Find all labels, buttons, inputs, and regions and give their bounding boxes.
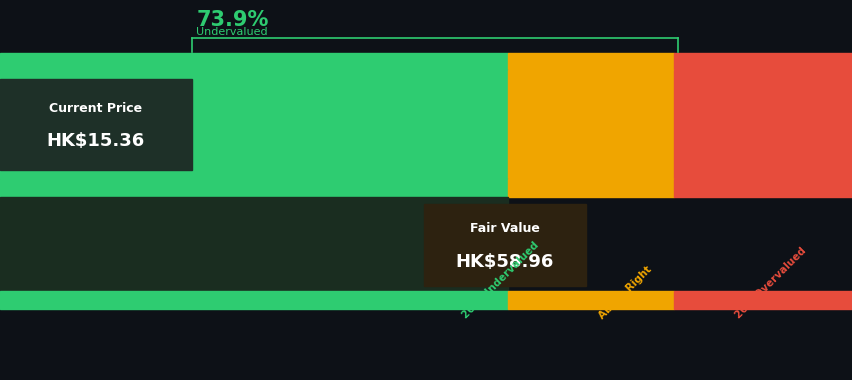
Text: Fair Value: Fair Value (469, 222, 539, 235)
Bar (507, 291, 673, 309)
Bar (0, 53, 507, 70)
Bar (0, 197, 507, 291)
Bar (507, 70, 673, 179)
Bar (673, 53, 852, 70)
Text: Current Price: Current Price (49, 101, 142, 115)
Text: About Right: About Right (596, 264, 653, 321)
Text: 73.9%: 73.9% (196, 10, 268, 30)
Bar (673, 291, 852, 309)
Bar (673, 70, 852, 179)
Bar (0, 70, 507, 179)
Text: 20% Undervalued: 20% Undervalued (460, 240, 540, 321)
Bar (0, 179, 507, 197)
Text: HK$15.36: HK$15.36 (47, 132, 145, 150)
Bar (0, 79, 192, 170)
Text: 20% Overvalued: 20% Overvalued (733, 246, 808, 321)
Bar (0, 291, 507, 309)
Text: HK$58.96: HK$58.96 (455, 252, 554, 271)
Bar (507, 179, 673, 197)
Text: Undervalued: Undervalued (196, 27, 268, 36)
Bar (507, 53, 673, 70)
Bar (423, 204, 585, 286)
Bar (673, 179, 852, 197)
